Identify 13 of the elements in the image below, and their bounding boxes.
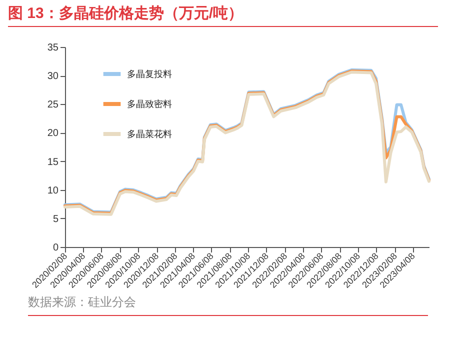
- y-tick-label: 5: [52, 214, 59, 225]
- y-tick-label: 30: [47, 71, 59, 82]
- y-tick-label: 25: [47, 100, 59, 111]
- legend-label: 多晶复投料: [127, 69, 172, 79]
- chart-title: 图 13：多晶硅价格走势（万元/吨）: [8, 4, 438, 27]
- legend-label: 多晶菜花料: [127, 129, 172, 139]
- y-tick-label: 0: [52, 242, 59, 254]
- legend-label: 多晶致密料: [127, 99, 172, 109]
- y-tick-label: 15: [47, 156, 59, 168]
- y-tick-label: 10: [47, 185, 59, 196]
- y-tick-label: 35: [47, 42, 59, 54]
- y-tick-label: 20: [47, 128, 59, 140]
- source-note: 数据来源：硅业分会: [28, 294, 428, 316]
